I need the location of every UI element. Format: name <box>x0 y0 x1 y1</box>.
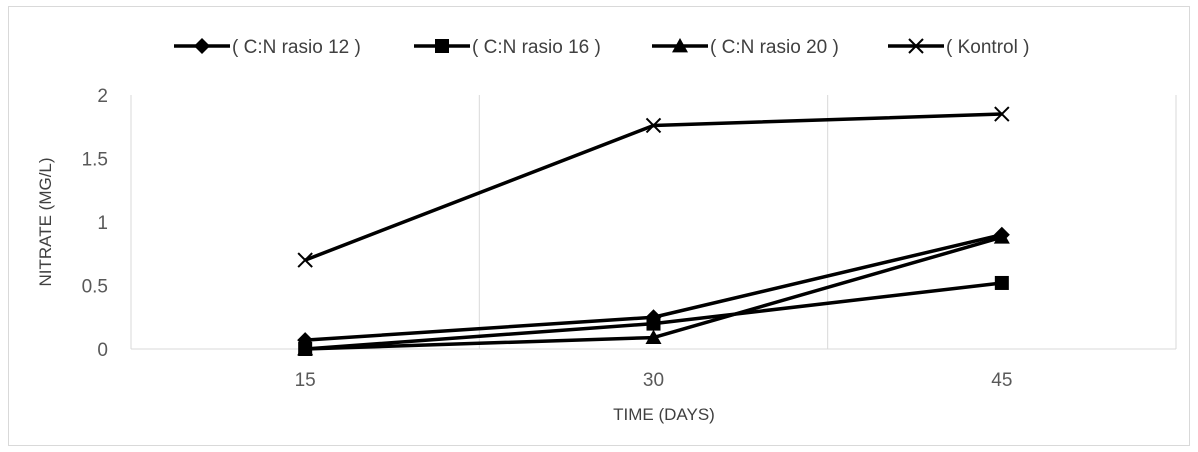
data-point-marker <box>645 329 662 344</box>
y-tick-label: 0 <box>97 340 108 361</box>
legend-item: ( Kontrol ) <box>888 37 1029 58</box>
legend: ( C:N rasio 12 ) ( C:N rasio 16 ) ( C:N ra… <box>174 37 1029 58</box>
legend-item: ( C:N rasio 20 ) <box>652 37 839 58</box>
x-axis-title: TIME (DAYS) <box>613 405 715 424</box>
x-tick-label: 45 <box>991 370 1012 391</box>
y-tick-label: 1 <box>97 213 108 234</box>
legend-marker <box>435 39 449 53</box>
legend-marker <box>908 38 924 54</box>
data-point-marker <box>994 106 1010 122</box>
data-point-marker <box>994 275 1009 290</box>
y-tick-label: 2 <box>97 86 108 107</box>
legend-label: ( C:N rasio 20 ) <box>710 37 839 58</box>
data-point-marker <box>993 229 1010 244</box>
data-point-marker <box>646 316 661 331</box>
legend-label: ( C:N rasio 12 ) <box>232 37 361 58</box>
legend-marker <box>194 38 210 54</box>
series-lines <box>297 106 1010 356</box>
legend-item: ( C:N rasio 16 ) <box>414 37 601 58</box>
series-line <box>304 112 1002 262</box>
data-point-marker <box>297 341 314 356</box>
data-point-marker <box>297 252 313 268</box>
chart-frame <box>8 6 1190 446</box>
y-axis-title: NITRATE (MG/L) <box>36 157 55 286</box>
x-tick-labels: 15 30 45 <box>295 370 1013 391</box>
legend-label: ( C:N rasio 16 ) <box>472 37 601 58</box>
legend-marker <box>672 38 688 53</box>
data-point-marker <box>645 117 662 134</box>
grid-lines <box>478 95 829 349</box>
legend-item: ( C:N rasio 12 ) <box>174 37 361 58</box>
legend-label: ( Kontrol ) <box>946 37 1029 58</box>
x-tick-label: 15 <box>295 370 316 391</box>
y-tick-label: 0.5 <box>82 277 108 298</box>
x-tick-label: 30 <box>643 370 664 391</box>
y-tick-label: 1.5 <box>82 150 108 171</box>
y-tick-labels: 0 0.5 1 1.5 2 <box>82 86 108 361</box>
